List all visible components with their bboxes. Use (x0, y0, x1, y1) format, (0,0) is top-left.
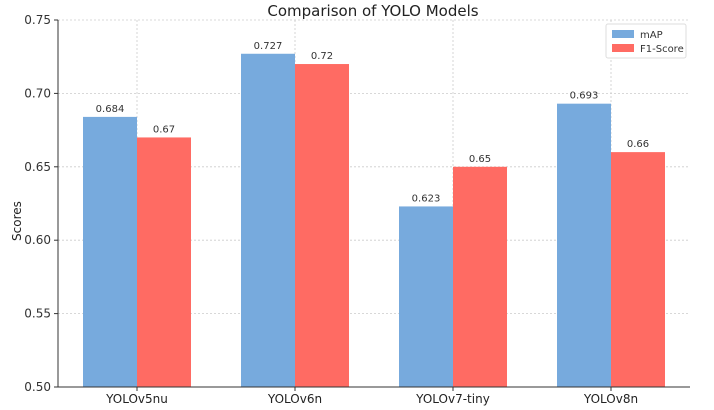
bar-value-label: 0.727 (254, 41, 283, 52)
bar-value-label: 0.67 (153, 124, 175, 135)
y-tick-label: 0.60 (24, 233, 51, 247)
legend-label: mAP (640, 30, 663, 41)
x-tick-label: YOLOv6n (267, 392, 322, 406)
legend: mAP F1-Score (605, 23, 687, 59)
x-tick-label: YOLOv8n (583, 392, 638, 406)
y-tick-label: 0.75 (24, 13, 51, 27)
legend-swatch (612, 44, 634, 52)
x-tick-label: YOLOv5nu (105, 392, 168, 406)
chart-title: Comparison of YOLO Models (267, 2, 478, 20)
y-tick-label: 0.55 (24, 307, 51, 321)
bar-value-label: 0.693 (570, 91, 599, 102)
bar-map (557, 103, 611, 388)
y-tick-label: 0.70 (24, 86, 51, 100)
bar-map (399, 206, 453, 387)
value-labels: 0.684 0.67 0.727 0.72 0.623 0.65 0.693 0.66 (96, 41, 649, 205)
bar-value-label: 0.66 (627, 139, 649, 150)
bar-value-label: 0.72 (311, 51, 333, 62)
legend-swatch (612, 30, 634, 38)
legend-label: F1-Score (640, 44, 684, 55)
bar-value-label: 0.65 (469, 154, 491, 165)
bar-f1-score (137, 137, 191, 387)
y-tick-label: 0.65 (24, 160, 51, 174)
bar-value-label: 0.623 (412, 193, 441, 204)
bar-f1-score (611, 152, 665, 387)
y-axis-title: Scores (10, 201, 24, 241)
bar-map (241, 53, 295, 387)
axes: 0.50 0.55 0.60 0.65 0.70 0.75 YOLOv5nu YOLOv6n Y… (24, 13, 690, 406)
bars (83, 53, 665, 388)
bar-f1-score (453, 166, 507, 387)
y-tick-label: 0.50 (24, 380, 51, 394)
bar-f1-score (295, 64, 349, 387)
x-tick-label: YOLOv7-tiny (415, 392, 490, 406)
bar-map (83, 116, 137, 387)
bar-value-label: 0.684 (96, 104, 125, 115)
